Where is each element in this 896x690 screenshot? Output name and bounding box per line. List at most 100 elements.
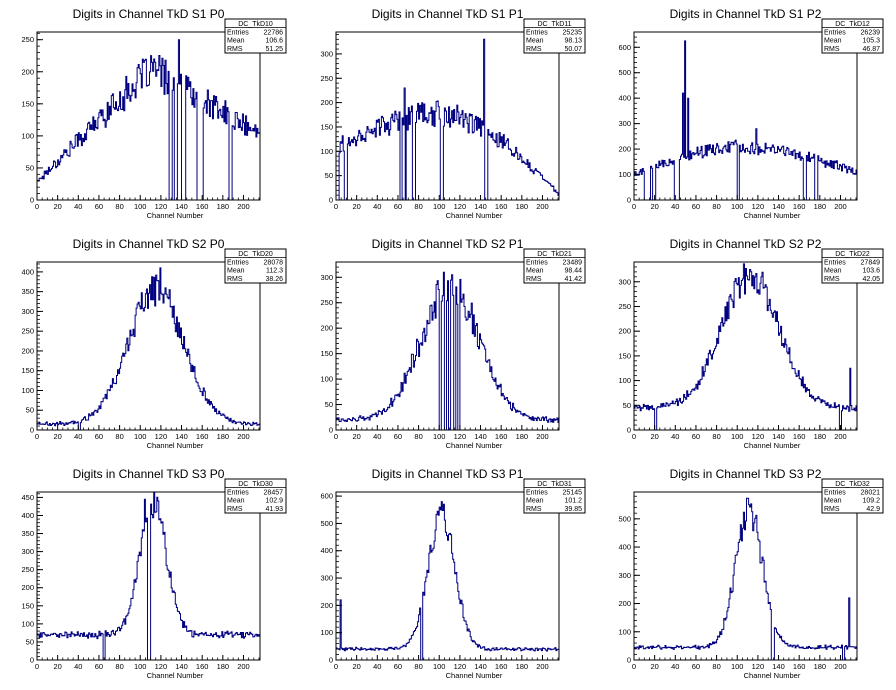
plot-frame bbox=[36, 31, 261, 201]
x-tick-label: 160 bbox=[793, 432, 806, 441]
stats-name: DC_TkD22 bbox=[835, 251, 870, 258]
y-tick-label: 200 bbox=[618, 599, 631, 608]
x-tick-label: 80 bbox=[414, 432, 422, 441]
stats-name: DC_TkD20 bbox=[238, 251, 273, 258]
stats-label: RMS bbox=[227, 506, 243, 513]
x-tick-label: 20 bbox=[53, 432, 61, 441]
x-tick-label: 200 bbox=[536, 202, 549, 211]
x-tick-label: 60 bbox=[394, 202, 402, 211]
x-tick-label: 180 bbox=[814, 432, 827, 441]
stats-value: 106.6 bbox=[265, 38, 283, 45]
stats-value: 42.05 bbox=[862, 276, 880, 283]
x-tick-label: 0 bbox=[334, 202, 338, 211]
stats-name: DC_TkD12 bbox=[835, 21, 870, 28]
x-tick-label: 200 bbox=[834, 432, 847, 441]
x-tick-label: 200 bbox=[536, 432, 549, 441]
x-tick-label: 0 bbox=[35, 662, 39, 671]
y-tick-label: 300 bbox=[320, 49, 333, 58]
x-tick-label: 120 bbox=[752, 202, 765, 211]
histogram-line bbox=[336, 38, 560, 201]
x-tick-label: 180 bbox=[814, 202, 827, 211]
stats-label: RMS bbox=[824, 506, 840, 513]
x-tick-label: 180 bbox=[516, 202, 529, 211]
y-tick-label: 350 bbox=[21, 529, 34, 538]
x-tick-label: 40 bbox=[671, 432, 679, 441]
x-axis-label: Channel Number bbox=[446, 671, 503, 680]
stats-value: 26239 bbox=[861, 30, 881, 37]
x-tick-label: 20 bbox=[53, 202, 61, 211]
stats-value: 42.9 bbox=[866, 506, 880, 513]
stats-value: 50.07 bbox=[564, 46, 582, 53]
y-tick-label: 100 bbox=[320, 628, 333, 637]
x-axis-label: Channel Number bbox=[744, 671, 801, 680]
chart-title: Digits in Channel TkD S2 P0 bbox=[73, 237, 225, 251]
x-tick-label: 200 bbox=[237, 202, 250, 211]
y-tick-label: 300 bbox=[618, 119, 631, 128]
stats-label: Entries bbox=[227, 30, 249, 37]
y-tick-label: 500 bbox=[320, 519, 333, 528]
histogram-panel-9: Digits in Channel TkD S3 P2 0 20 40 60 80 100 1… bbox=[618, 467, 884, 680]
x-tick-label: 140 bbox=[772, 202, 785, 211]
x-tick-label: 120 bbox=[454, 432, 467, 441]
stats-label: Mean bbox=[526, 498, 544, 505]
stats-label: Entries bbox=[526, 30, 548, 37]
x-tick-label: 60 bbox=[95, 432, 103, 441]
y-tick-label: 100 bbox=[618, 627, 631, 636]
stats-name: DC_TkD32 bbox=[835, 481, 870, 488]
stats-box bbox=[523, 18, 586, 54]
x-axis-label: Channel Number bbox=[744, 441, 801, 450]
stats-label: Entries bbox=[526, 260, 548, 267]
x-tick-label: 60 bbox=[692, 662, 700, 671]
stats-value: 112.3 bbox=[266, 268, 283, 275]
y-tick-label: 300 bbox=[320, 574, 333, 583]
x-tick-label: 0 bbox=[334, 432, 338, 441]
stats-label: Entries bbox=[824, 490, 846, 497]
x-tick-label: 180 bbox=[217, 432, 230, 441]
chart-title: Digits in Channel TkD S3 P1 bbox=[372, 467, 524, 481]
x-tick-label: 40 bbox=[373, 662, 381, 671]
stats-box bbox=[224, 18, 287, 54]
y-tick-label: 50 bbox=[26, 637, 34, 646]
x-tick-label: 80 bbox=[712, 432, 720, 441]
x-tick-label: 200 bbox=[237, 432, 250, 441]
y-tick-label: 0 bbox=[329, 426, 333, 435]
x-tick-label: 40 bbox=[671, 202, 679, 211]
x-tick-label: 140 bbox=[772, 432, 785, 441]
y-tick-label: 250 bbox=[21, 565, 34, 574]
x-tick-label: 160 bbox=[196, 662, 209, 671]
stats-label: Mean bbox=[227, 498, 245, 505]
y-tick-label: 150 bbox=[21, 99, 34, 108]
x-tick-label: 140 bbox=[474, 662, 487, 671]
x-tick-label: 140 bbox=[175, 202, 188, 211]
stats-name: DC_TkD10 bbox=[238, 21, 273, 28]
stats-name: DC_TkD11 bbox=[537, 21, 571, 28]
x-tick-label: 140 bbox=[175, 432, 188, 441]
x-tick-label: 180 bbox=[814, 662, 827, 671]
stats-box bbox=[224, 478, 287, 514]
y-tick-label: 150 bbox=[320, 349, 333, 358]
x-tick-label: 0 bbox=[35, 202, 39, 211]
x-axis-label: Channel Number bbox=[744, 211, 801, 220]
stats-label: RMS bbox=[824, 46, 840, 53]
x-tick-label: 40 bbox=[74, 432, 82, 441]
y-tick-label: 400 bbox=[21, 511, 34, 520]
stats-label: Mean bbox=[227, 38, 245, 45]
x-tick-label: 100 bbox=[433, 662, 446, 671]
stats-label: Mean bbox=[824, 38, 842, 45]
x-tick-label: 100 bbox=[433, 202, 446, 211]
y-tick-label: 200 bbox=[21, 346, 34, 355]
histogram-panel-2: Digits in Channel TkD S1 P1 0 20 40 60 80 100 1… bbox=[320, 7, 586, 220]
stats-value: 98.44 bbox=[564, 268, 582, 275]
histogram-panel-4: Digits in Channel TkD S2 P0 0 20 40 60 80 100 1… bbox=[21, 237, 287, 450]
stats-box bbox=[821, 18, 884, 54]
x-tick-label: 140 bbox=[772, 662, 785, 671]
stats-name: DC_TkD21 bbox=[537, 251, 572, 258]
x-tick-label: 20 bbox=[650, 202, 658, 211]
y-tick-label: 100 bbox=[320, 375, 333, 384]
stats-label: RMS bbox=[227, 46, 243, 53]
y-tick-label: 250 bbox=[320, 298, 333, 307]
plot-frame bbox=[633, 31, 858, 201]
x-tick-label: 120 bbox=[454, 662, 467, 671]
x-axis-label: Channel Number bbox=[446, 211, 503, 220]
stats-box bbox=[224, 248, 287, 284]
